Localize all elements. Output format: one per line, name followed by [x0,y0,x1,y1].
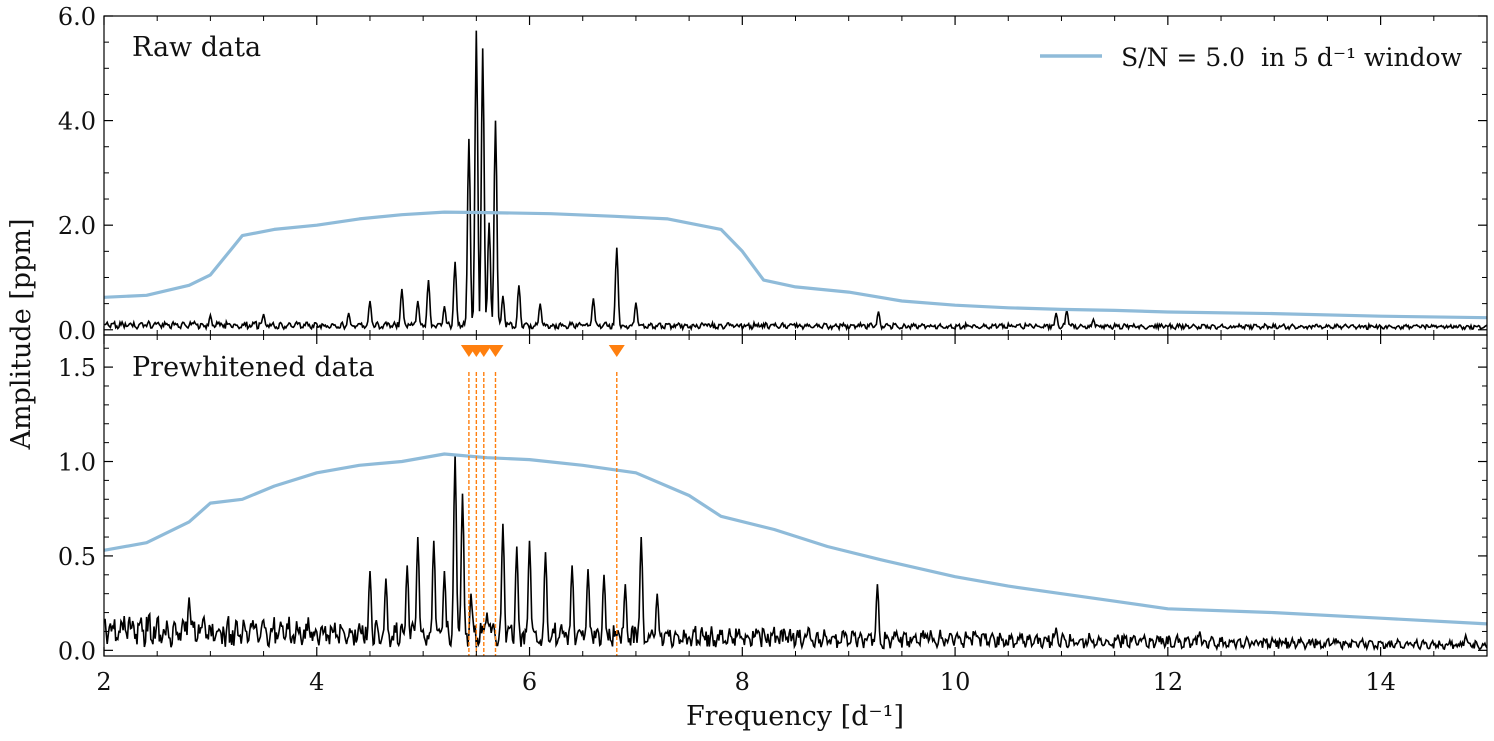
y-tick-label: 0.0 [58,317,96,345]
x-tick-label: 8 [735,668,750,696]
frequency-marker-triangle [475,345,492,357]
x-axis-label: Frequency [d⁻¹] [686,701,904,732]
y-tick-label: 0.5 [58,543,96,571]
y-axis-label: Amplitude [ppm] [6,219,37,451]
x-tick-label: 4 [309,668,324,696]
legend-label: S/N = 5.0 in 5 d⁻¹ window [1121,43,1463,72]
spectrum-line-prewhitened [104,453,1488,652]
y-tick-label: 1.5 [58,354,96,382]
x-tick-label: 6 [522,668,537,696]
x-tick-label: 2 [96,668,111,696]
y-tick-label: 2.0 [58,212,96,240]
x-tick-label: 10 [940,668,971,696]
y-tick-label: 4.0 [58,108,96,136]
x-tick-label: 14 [1365,668,1396,696]
spectrum-line-raw [103,30,1488,332]
sn-threshold-line-prewhitened [103,452,1488,626]
prewhitened-panel-frame [103,334,1488,657]
prewhitened-data-panel: 0.0 0.5 1.0 1.5 2 4 6 8 10 12 14 Prewhitened data [58,334,1488,696]
raw-data-panel: 0.0 2.0 4.0 6.0 Raw data S/N = 5.0 in 5 d⁻¹… [58,3,1488,345]
raw-panel-title: Raw data [132,32,261,63]
frequency-marker-triangle [608,345,625,357]
prewhitened-panel-title: Prewhitened data [132,352,375,383]
x-tick-label: 12 [1153,668,1184,696]
sn-threshold-line-raw [103,210,1488,320]
y-tick-label: 0.0 [58,637,96,665]
frequency-marker-triangle [487,345,504,357]
y-tick-label: 6.0 [58,3,96,31]
y-tick-label: 1.0 [58,449,96,477]
